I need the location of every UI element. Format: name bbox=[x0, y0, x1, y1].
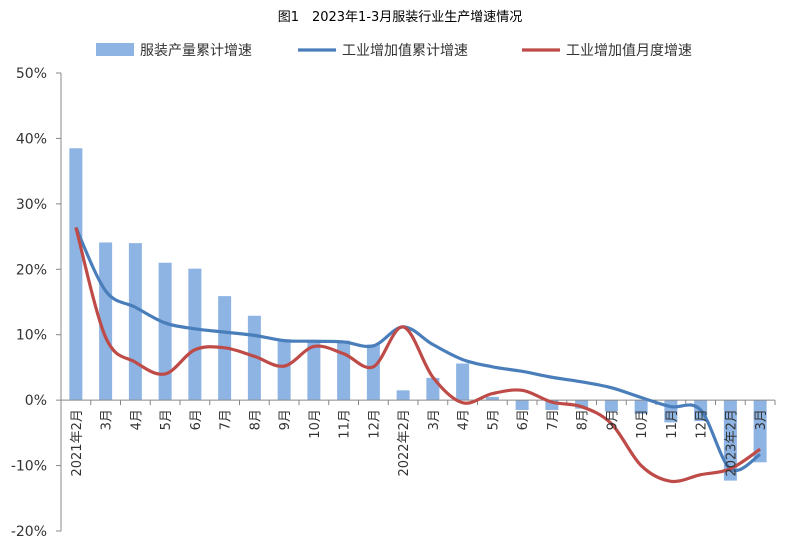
bar bbox=[753, 400, 767, 463]
bar bbox=[307, 341, 321, 401]
x-tick-label: 7月 bbox=[219, 409, 234, 430]
y-tick-label: 10% bbox=[16, 328, 47, 344]
bar bbox=[188, 268, 202, 401]
x-tick-label: 2021年2月 bbox=[70, 409, 85, 476]
legend-label: 服装产量累计增速 bbox=[140, 43, 252, 59]
plot-area: 50% 40% 30% 20% 10% 0% -10% -20% 2021年2月 3月 4月 5月 6月… bbox=[11, 66, 776, 540]
legend: 服装产量累计增速 工业增加值累计增速 工业增加值月度增速 bbox=[96, 43, 692, 59]
x-tick-label: 10月 bbox=[635, 409, 650, 439]
y-tick-label: 40% bbox=[16, 131, 47, 147]
y-tick-label: 0% bbox=[25, 393, 47, 409]
y-tick-label: 20% bbox=[16, 262, 47, 278]
x-tick-label: 3月 bbox=[100, 409, 115, 430]
legend-label: 工业增加值累计增速 bbox=[342, 43, 468, 59]
series-line-cumulative bbox=[74, 226, 762, 473]
bar bbox=[158, 262, 172, 401]
x-tick-label: 6月 bbox=[516, 409, 531, 430]
x-tick-label: 12月 bbox=[367, 409, 382, 439]
x-tick-label: 11月 bbox=[338, 409, 353, 439]
bar bbox=[515, 400, 529, 410]
bar bbox=[128, 243, 142, 401]
bar bbox=[545, 400, 559, 410]
x-tick-label: 8月 bbox=[576, 409, 591, 430]
x-tick-label: 5月 bbox=[486, 409, 501, 430]
x-tick-label: 3月 bbox=[427, 409, 442, 430]
legend-label: 工业增加值月度增速 bbox=[566, 43, 692, 59]
x-tick-label: 12月 bbox=[695, 409, 710, 439]
bar bbox=[337, 340, 351, 401]
y-tick-label: 50% bbox=[16, 66, 47, 82]
bar bbox=[366, 344, 380, 401]
x-tick-label: 4月 bbox=[457, 409, 472, 430]
bar bbox=[723, 400, 737, 481]
x-tick-label: 3月 bbox=[754, 409, 769, 430]
y-tick-label: 30% bbox=[16, 197, 47, 213]
chart-title: 图1 2023年1-3月服装行业生产增速情况 bbox=[278, 10, 523, 25]
bar bbox=[604, 400, 618, 412]
bar bbox=[277, 339, 291, 401]
x-tick-label: 9月 bbox=[605, 409, 620, 430]
x-tick-label: 10月 bbox=[308, 409, 323, 439]
x-tick-label: 7月 bbox=[546, 409, 561, 430]
x-tick-label: 6月 bbox=[189, 409, 204, 430]
bar bbox=[485, 396, 499, 401]
x-tick-label: 9月 bbox=[278, 409, 293, 430]
x-tick-label: 11月 bbox=[665, 409, 680, 439]
x-tick-label: 4月 bbox=[129, 409, 144, 430]
x-tick-label: 2022年2月 bbox=[397, 409, 412, 476]
bar bbox=[99, 242, 113, 401]
bar bbox=[456, 363, 470, 401]
series-line-monthly bbox=[74, 226, 762, 484]
bar bbox=[396, 390, 410, 401]
x-tick-label: 8月 bbox=[248, 409, 263, 430]
bar bbox=[634, 400, 648, 414]
bar bbox=[575, 400, 589, 409]
x-tick-label: 5月 bbox=[159, 409, 174, 430]
x-tick-label: 2023年2月 bbox=[724, 409, 739, 476]
legend-swatch-bar bbox=[96, 43, 134, 56]
y-tick-label: -10% bbox=[11, 459, 47, 475]
bar bbox=[69, 148, 83, 401]
y-tick-label: -20% bbox=[11, 524, 47, 540]
